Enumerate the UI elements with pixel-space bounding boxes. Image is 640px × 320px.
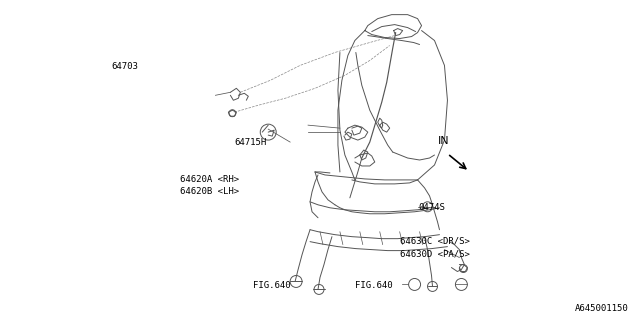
Text: IN: IN xyxy=(438,136,449,146)
Text: 0474S: 0474S xyxy=(419,203,445,212)
Text: FIG.640: FIG.640 xyxy=(355,281,393,290)
Text: 64715H: 64715H xyxy=(234,138,266,147)
Text: A645001150: A645001150 xyxy=(575,304,629,313)
Text: 64620A <RH>: 64620A <RH> xyxy=(180,175,239,184)
Text: 64630D <PA/S>: 64630D <PA/S> xyxy=(399,250,470,259)
Text: FIG.640: FIG.640 xyxy=(253,281,291,290)
Text: 64620B <LH>: 64620B <LH> xyxy=(180,188,239,196)
Text: 64630C <DR/S>: 64630C <DR/S> xyxy=(399,237,470,246)
Text: 64703: 64703 xyxy=(111,61,138,70)
